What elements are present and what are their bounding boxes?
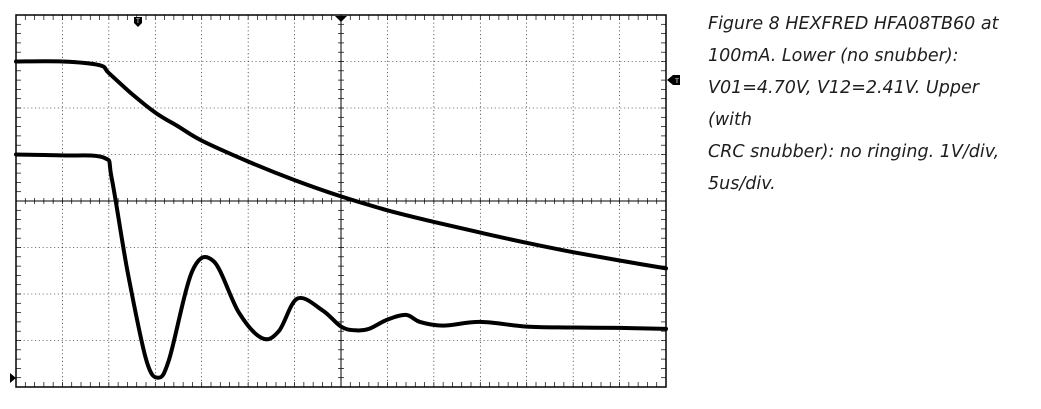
trigger-level-label: T [674, 78, 679, 85]
trigger-marker-label: T [135, 18, 140, 25]
marker-layer: T T [10, 16, 680, 383]
oscilloscope-chart: T T [10, 14, 680, 388]
trace-layer [14, 59, 668, 380]
graticule-grid [16, 15, 666, 387]
figure-caption: Figure 8 HEXFRED HFA08TB60 at 100mA. Low… [708, 14, 1000, 194]
ground-level-marker [10, 373, 16, 383]
trigger-level-marker: T [667, 75, 680, 85]
trigger-marker-top: T [134, 17, 142, 27]
horizontal-position-marker [335, 16, 347, 22]
trace-lower-no-snubber [14, 152, 668, 380]
trace-upper-snubber [14, 59, 668, 271]
